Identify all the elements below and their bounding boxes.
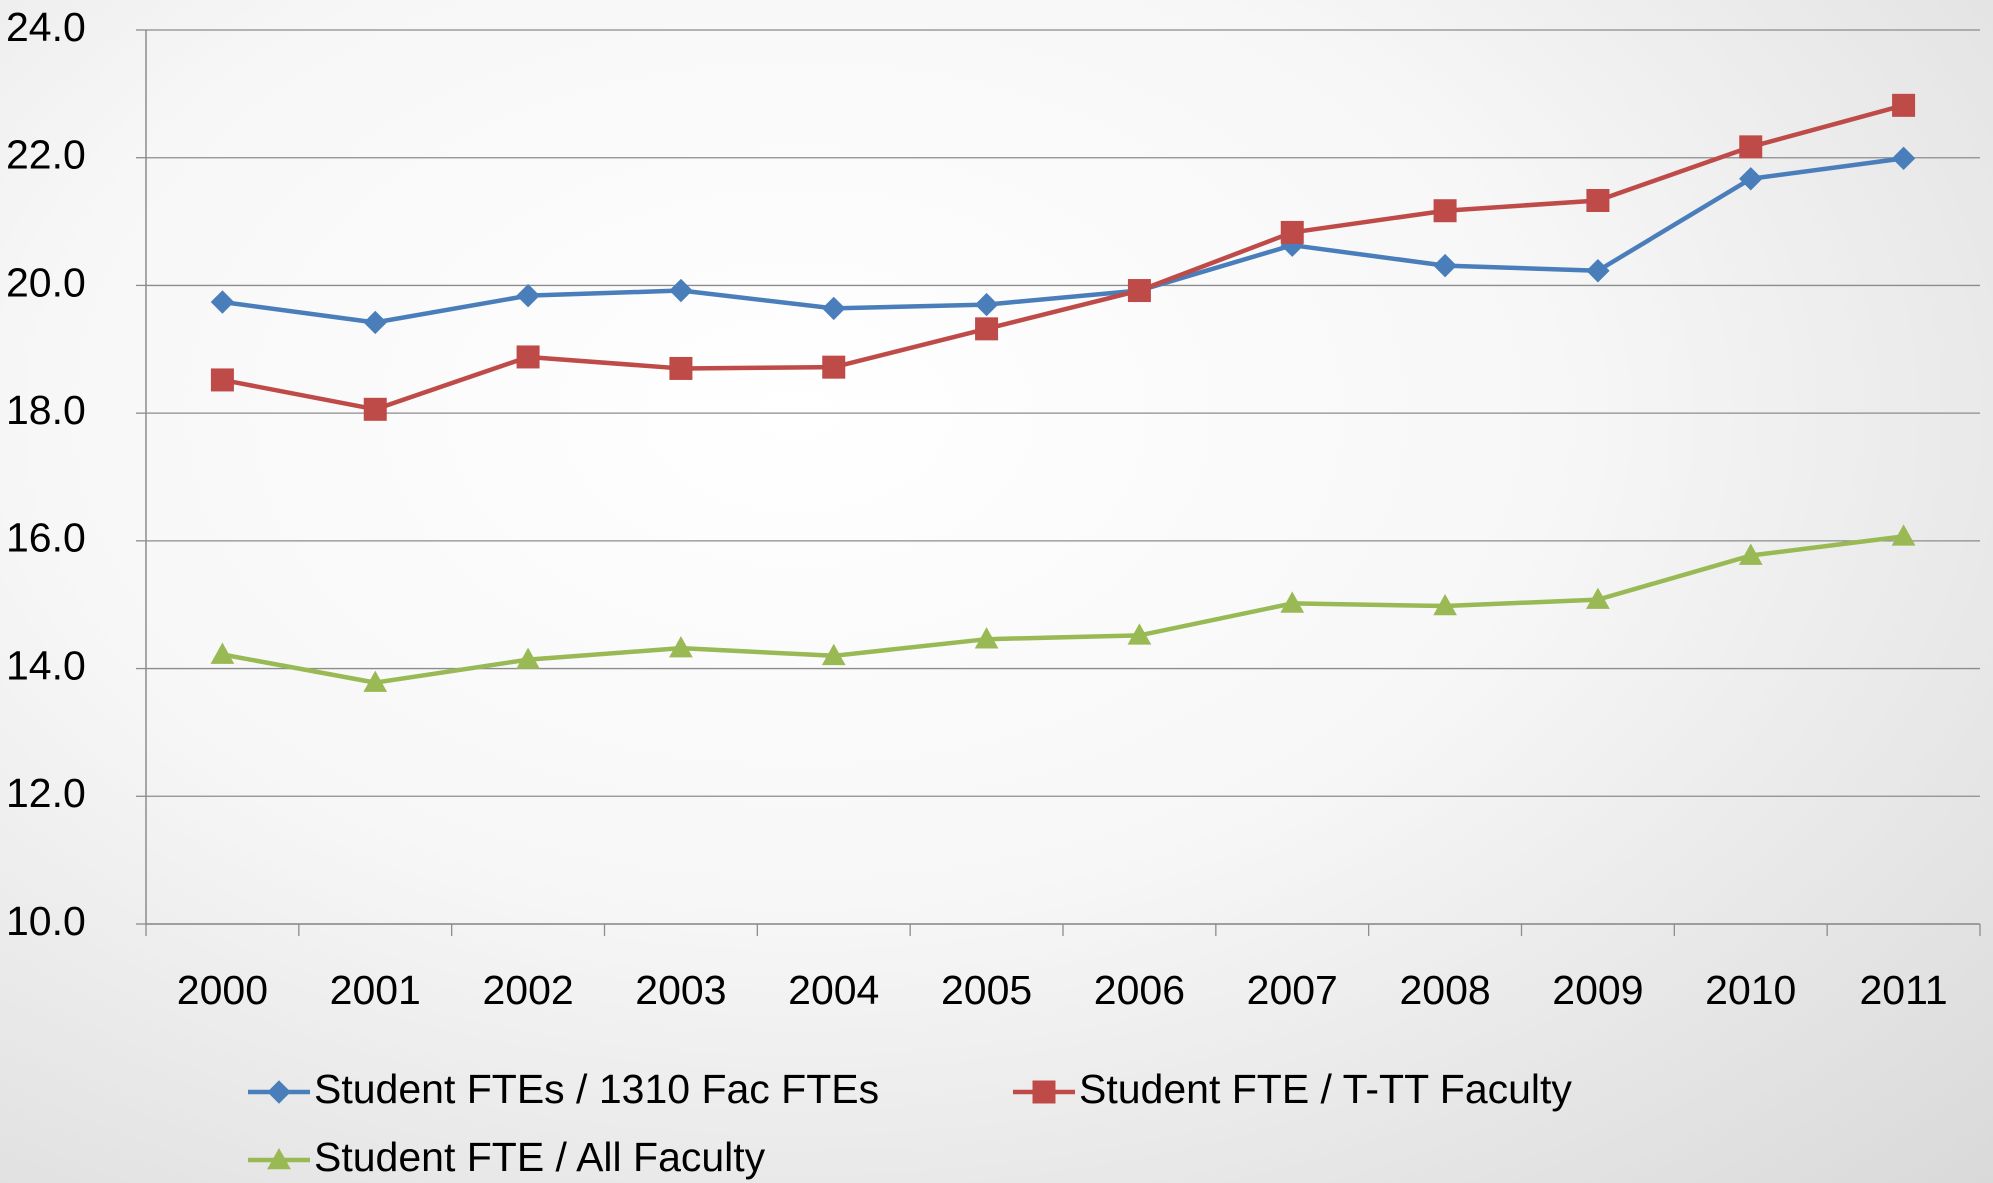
legend-marker xyxy=(267,1080,291,1104)
point xyxy=(1586,188,1610,212)
point xyxy=(363,310,387,335)
y-tick-label: 20.0 xyxy=(6,259,86,305)
legend-marker xyxy=(267,1147,291,1170)
legend-label: Student FTEs / 1310 Fac FTEs xyxy=(314,1066,879,1112)
point xyxy=(1892,93,1916,117)
y-tick-label: 24.0 xyxy=(6,4,86,50)
point xyxy=(1433,253,1457,278)
point xyxy=(516,647,540,669)
y-tick-label: 12.0 xyxy=(6,770,86,816)
point xyxy=(1891,146,1916,171)
series-line xyxy=(222,156,1904,325)
legend-label: Student FTE / T-TT Faculty xyxy=(1079,1066,1572,1112)
point xyxy=(1127,279,1151,303)
series-line xyxy=(221,103,1905,412)
point xyxy=(1433,199,1457,223)
point xyxy=(516,345,540,369)
y-tick-label: 22.0 xyxy=(6,132,86,178)
y-tick-label: 18.0 xyxy=(6,387,86,433)
legend-label: Student FTE / All Faculty xyxy=(314,1134,766,1180)
point xyxy=(516,283,540,308)
x-tick-label: 2010 xyxy=(1705,967,1796,1013)
point xyxy=(363,397,387,421)
series-line xyxy=(222,534,1904,685)
x-tick-label: 2011 xyxy=(1859,967,1947,1013)
point xyxy=(669,278,693,303)
point xyxy=(975,317,999,341)
point xyxy=(974,627,999,649)
point xyxy=(210,290,235,314)
point xyxy=(1280,220,1304,244)
x-tick-label: 2004 xyxy=(788,967,879,1013)
point xyxy=(1586,259,1610,283)
point xyxy=(822,355,846,379)
x-tick-label: 2007 xyxy=(1247,967,1338,1013)
point xyxy=(1739,135,1763,159)
point xyxy=(1739,167,1763,191)
x-tick-label: 2003 xyxy=(635,967,726,1013)
point xyxy=(669,636,693,658)
x-tick-label: 2000 xyxy=(177,967,268,1013)
x-tick-label: 2008 xyxy=(1399,967,1490,1013)
point xyxy=(210,642,235,664)
x-tick-label: 2001 xyxy=(330,967,421,1013)
point xyxy=(210,368,234,392)
point xyxy=(1891,524,1916,546)
point xyxy=(1433,593,1457,616)
y-tick-label: 16.0 xyxy=(6,515,86,561)
point xyxy=(822,296,846,321)
point xyxy=(363,670,388,692)
point xyxy=(974,292,999,317)
point xyxy=(1127,623,1152,645)
x-tick-label: 2002 xyxy=(482,967,573,1013)
point xyxy=(669,356,693,380)
x-tick-label: 2006 xyxy=(1094,967,1185,1013)
point xyxy=(1586,587,1610,609)
point xyxy=(1738,543,1763,565)
y-tick-label: 10.0 xyxy=(6,898,86,944)
legend-marker xyxy=(1032,1080,1056,1104)
y-tick-label: 14.0 xyxy=(6,642,86,688)
x-tick-label: 2009 xyxy=(1552,967,1643,1013)
point xyxy=(1280,591,1305,613)
x-tick-label: 2005 xyxy=(941,967,1032,1013)
point xyxy=(821,643,846,666)
